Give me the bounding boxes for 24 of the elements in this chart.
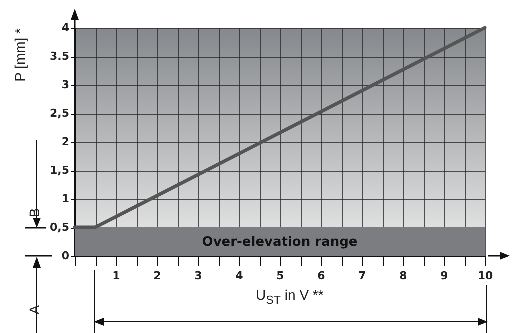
band-label: Over-elevation range xyxy=(202,234,358,250)
x-tick-label: 9 xyxy=(440,270,448,282)
y-tick-label: 3.5 xyxy=(50,50,70,63)
x-tick-label: 8 xyxy=(400,270,408,282)
x-axis-title: U$_{ST}$ in V ** xyxy=(256,287,324,307)
y-tick-label: 1,5 xyxy=(50,164,70,177)
x-tick-label: 10 xyxy=(478,270,494,282)
y-tick-label: 2,5 xyxy=(50,107,70,120)
y-tick-label: 1 xyxy=(62,192,70,206)
text: A xyxy=(26,305,43,315)
x-tick-label: 5 xyxy=(276,270,284,282)
x-tick-label: 6 xyxy=(318,270,326,282)
x-tick-label: 2 xyxy=(154,270,162,282)
x-tick-label: 7 xyxy=(358,270,366,282)
y-tick-label: 2 xyxy=(62,136,70,148)
x-tick-label: 3 xyxy=(194,270,202,282)
x-tick-label: 4 xyxy=(236,270,244,282)
x-tick-label: 1 xyxy=(112,270,120,282)
y-tick-label: 0 xyxy=(62,250,70,262)
y-tick-label: 3 xyxy=(62,78,70,92)
y-axis-title: P [mm] * xyxy=(12,28,28,82)
text: B xyxy=(26,208,43,218)
y-tick-label: 4 xyxy=(62,22,70,34)
y-tick-label: 0,5 xyxy=(50,221,70,234)
